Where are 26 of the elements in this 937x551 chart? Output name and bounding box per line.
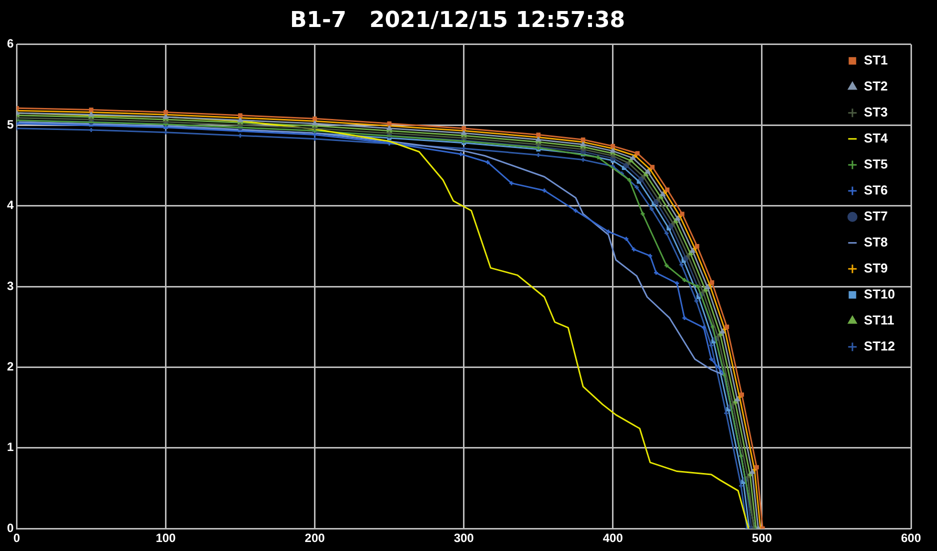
legend-label: ST4	[864, 130, 889, 146]
legend-label: ST9	[864, 260, 888, 276]
x-tick-label: 400	[602, 531, 624, 546]
legend-label: ST7	[864, 208, 888, 224]
y-tick-label: 5	[6, 117, 14, 132]
legend-label: ST2	[864, 78, 888, 94]
legend-label: ST10	[864, 286, 896, 302]
legend-label: ST1	[864, 52, 888, 68]
y-tick-label: 1	[6, 440, 14, 454]
legend-label: ST12	[864, 338, 896, 354]
legend-label: ST6	[864, 182, 888, 198]
legend-label: ST11	[864, 312, 894, 328]
chart-title: B1-7 2021/12/15 12:57:38	[290, 8, 626, 33]
x-tick-label: 300	[454, 531, 474, 546]
y-tick-label: 6	[6, 36, 14, 51]
y-tick-label: 2	[6, 360, 14, 374]
legend-label: ST3	[864, 104, 888, 120]
legend-label: ST8	[864, 234, 888, 250]
x-tick-label: 200	[304, 531, 326, 546]
x-tick-label: 500	[752, 531, 772, 546]
y-tick-label: 3	[6, 278, 14, 293]
y-tick-label: 0	[6, 520, 14, 535]
x-tick-label: 600	[900, 531, 922, 546]
x-tick-label: 100	[156, 531, 176, 546]
y-tick-label: 4	[6, 198, 14, 212]
legend-label: ST5	[864, 156, 888, 172]
